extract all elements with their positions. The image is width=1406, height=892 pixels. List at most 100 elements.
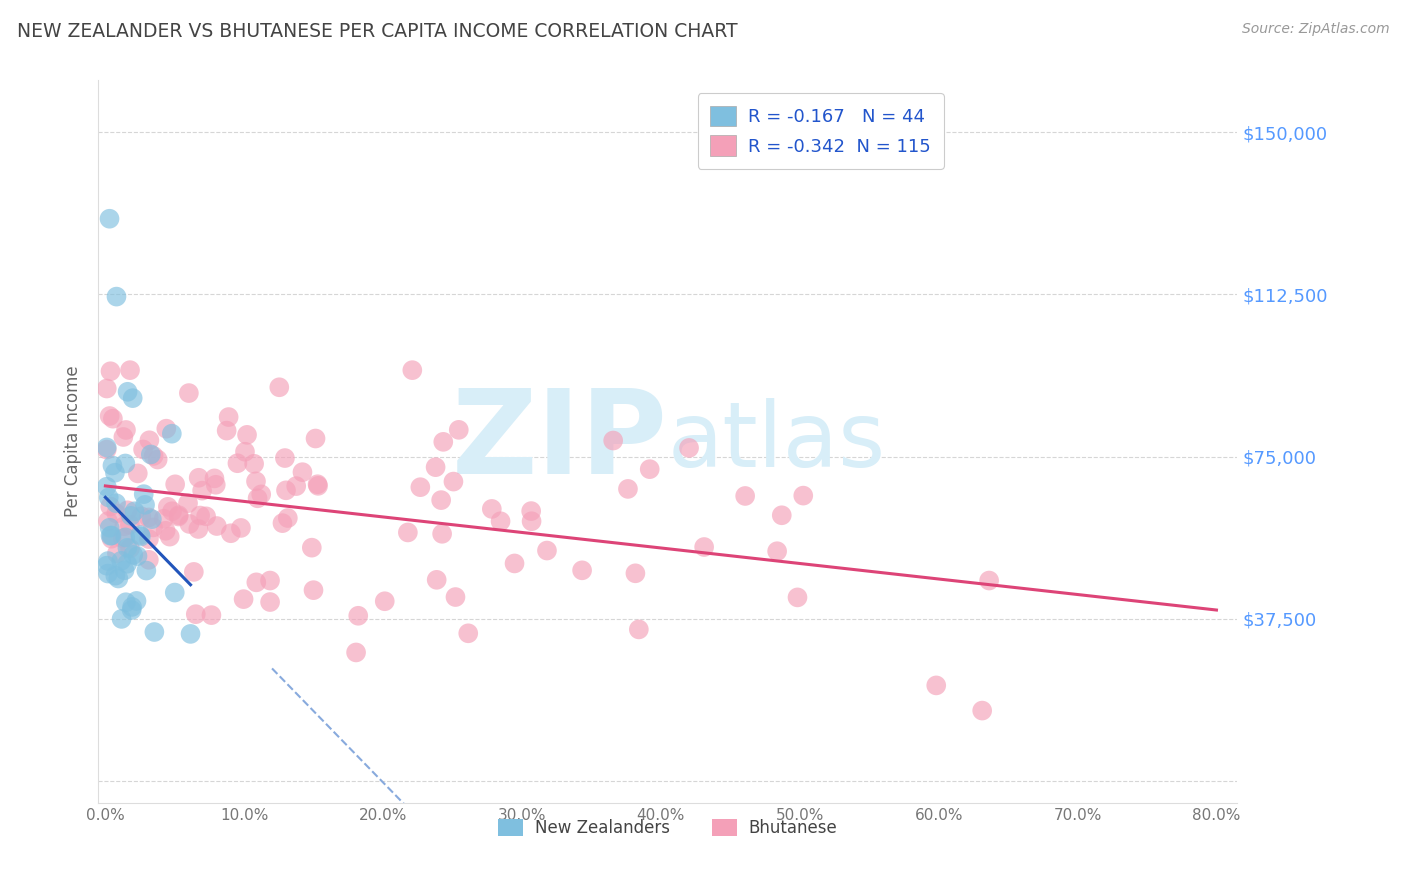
Point (430, 493, 453, 508)
Point (274, 483, 297, 498)
Point (105, 290, 128, 304)
Point (165, 477, 187, 491)
Point (200, 608, 222, 623)
Point (177, 496, 200, 510)
Point (425, 460, 447, 475)
Point (138, 553, 160, 567)
Point (443, 475, 465, 489)
Point (98, 521, 121, 535)
Point (121, 599, 143, 614)
Text: Source: ZipAtlas.com: Source: ZipAtlas.com (1241, 22, 1389, 37)
Point (117, 384, 139, 399)
Point (138, 434, 160, 448)
Point (112, 519, 135, 533)
Point (115, 557, 138, 571)
Point (97, 491, 120, 505)
Point (792, 489, 814, 503)
Point (120, 508, 142, 523)
Point (179, 516, 201, 531)
Point (925, 678, 948, 692)
Point (100, 364, 122, 378)
Point (271, 516, 294, 530)
Point (307, 479, 329, 493)
Point (98, 500, 121, 514)
Point (142, 520, 165, 534)
Point (97, 514, 120, 528)
Point (132, 442, 155, 457)
Point (304, 432, 326, 446)
Point (277, 511, 299, 525)
Point (638, 462, 661, 476)
Point (112, 430, 135, 444)
Point (143, 625, 166, 640)
Point (100, 528, 122, 542)
Point (344, 645, 367, 659)
Point (274, 451, 297, 466)
Point (770, 508, 793, 523)
Point (155, 524, 177, 538)
Point (243, 457, 266, 471)
Point (183, 565, 205, 579)
Point (96, 558, 118, 573)
Point (156, 500, 179, 514)
Point (160, 426, 183, 441)
Point (114, 563, 136, 577)
Point (98, 409, 121, 423)
Point (184, 607, 207, 622)
Point (101, 458, 124, 473)
Point (236, 428, 259, 442)
Point (104, 466, 127, 480)
Point (246, 491, 269, 506)
Point (118, 541, 141, 556)
Point (233, 444, 256, 458)
Point (163, 585, 186, 599)
Point (215, 424, 238, 438)
Point (160, 504, 183, 518)
Point (129, 528, 152, 542)
Point (269, 380, 291, 394)
Point (188, 508, 211, 523)
Point (101, 411, 124, 425)
Point (129, 509, 152, 524)
Point (139, 447, 162, 461)
Point (107, 572, 129, 586)
Point (117, 503, 139, 517)
Point (132, 487, 155, 501)
Point (135, 564, 157, 578)
Point (127, 549, 149, 563)
Point (115, 595, 138, 609)
Point (138, 510, 160, 524)
Point (159, 530, 181, 544)
Point (786, 591, 808, 605)
Point (347, 608, 370, 623)
Point (205, 519, 228, 533)
Legend: New Zealanders, Bhutanese: New Zealanders, Bhutanese (491, 810, 845, 845)
Point (426, 573, 449, 587)
Point (301, 541, 323, 555)
Point (155, 422, 177, 436)
Point (219, 526, 242, 541)
Point (624, 566, 647, 581)
Point (291, 465, 314, 479)
Point (96, 382, 118, 396)
Point (97, 554, 120, 568)
Point (245, 475, 267, 489)
Point (229, 521, 252, 535)
Point (110, 554, 132, 568)
Point (444, 590, 467, 604)
Point (118, 363, 141, 377)
Point (520, 514, 543, 528)
Point (401, 363, 423, 377)
Point (118, 517, 141, 532)
Point (187, 471, 209, 485)
Point (489, 514, 512, 528)
Point (520, 504, 543, 518)
Point (734, 489, 756, 503)
Point (204, 471, 226, 485)
Point (117, 541, 139, 555)
Point (97, 566, 120, 581)
Point (204, 477, 226, 491)
Point (96, 442, 118, 457)
Point (766, 544, 789, 558)
Point (180, 627, 202, 641)
